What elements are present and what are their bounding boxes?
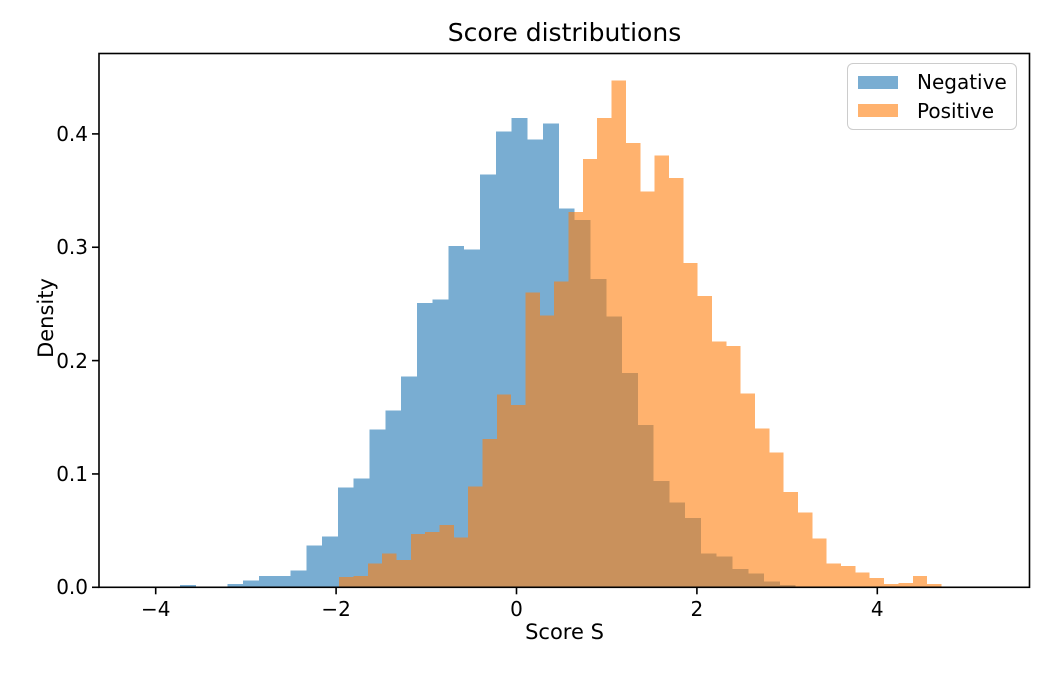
bar-positive-14 (539, 315, 555, 588)
bar-positive-23 (668, 178, 684, 588)
bar-positive-8 (453, 537, 469, 588)
legend: Negative Positive (847, 63, 1017, 130)
bar-positive-28 (740, 393, 755, 588)
bar-negative-15 (416, 302, 433, 588)
axes-spines (98, 52, 1031, 589)
bar-positive-10 (482, 438, 497, 588)
bar-positive-38 (884, 583, 899, 588)
bar-negative-3 (227, 583, 244, 588)
positive-series-swatch (858, 104, 898, 118)
bar-positive-34 (826, 563, 842, 588)
bar-negative-10 (337, 487, 354, 588)
bar-positive-0 (339, 577, 354, 588)
bar-positive-39 (898, 582, 913, 588)
bar-positive-22 (654, 155, 669, 588)
legend-label-positive: Positive (917, 98, 995, 123)
bar-positive-3 (382, 553, 397, 588)
x-tick-label-2: 0 (510, 597, 523, 622)
bar-positive-18 (597, 118, 612, 588)
bar-positive-2 (367, 563, 383, 588)
legend-label-negative: Negative (917, 70, 1007, 95)
bar-positive-35 (841, 565, 856, 588)
bar-positive-37 (869, 578, 885, 588)
bar-positive-29 (754, 428, 770, 588)
bar-negative-9 (322, 536, 338, 588)
bar-negative-7 (290, 570, 307, 588)
legend-item-negative: Negative (858, 70, 1007, 95)
bar-positive-21 (640, 191, 655, 588)
bar-positive-4 (396, 560, 411, 588)
bar-positive-20 (625, 142, 641, 588)
bar-negative-11 (353, 478, 370, 588)
bar-positive-33 (812, 538, 827, 588)
bar-positive-32 (798, 512, 813, 588)
bar-negative-17 (448, 246, 465, 588)
bar-negative-4 (243, 580, 259, 588)
bar-positive-17 (582, 158, 598, 588)
x-tick-label-3: 2 (690, 597, 704, 622)
bar-positive-7 (439, 524, 454, 588)
y-tick-label-1: 0.1 (56, 461, 88, 486)
negative-series-swatch (858, 75, 898, 89)
bar-positive-12 (511, 404, 526, 588)
bar-positive-16 (568, 212, 583, 588)
bar-negative-0 (180, 585, 196, 588)
bar-negative-12 (369, 429, 386, 588)
axes-frame (92, 52, 1031, 595)
bar-positive-26 (711, 341, 727, 588)
y-tick-label-3: 0.3 (56, 235, 88, 260)
bar-negative-13 (385, 410, 402, 588)
bar-negative-8 (306, 545, 323, 588)
bar-negative-5 (258, 575, 275, 588)
legend-item-positive: Positive (858, 99, 1006, 123)
bar-positive-31 (783, 492, 799, 588)
x-tick-label-4: 4 (870, 597, 884, 622)
x-axis-label: Score S (525, 620, 604, 644)
bar-positive-27 (726, 345, 741, 588)
bar-positive-40 (912, 575, 928, 588)
bar-positive-6 (425, 531, 440, 588)
y-tick-label-2: 0.2 (56, 348, 88, 373)
bar-positive-41 (927, 583, 942, 588)
bar-negative-16 (432, 299, 449, 588)
bar-positive-9 (468, 486, 483, 588)
histogram-positive (339, 80, 942, 588)
y-axis-label: Density (34, 278, 58, 358)
y-tick-label-0: 0.0 (56, 575, 88, 600)
bar-positive-19 (611, 80, 626, 588)
histogram-bars (180, 80, 942, 588)
chart-title: Score distributions (447, 18, 682, 47)
bar-positive-36 (855, 572, 870, 588)
bar-positive-1 (353, 575, 368, 588)
bar-positive-24 (683, 263, 698, 588)
x-tick-label-0: −4 (140, 597, 171, 622)
bar-positive-15 (554, 281, 569, 588)
bar-negative-6 (274, 575, 291, 588)
bar-positive-25 (697, 295, 712, 588)
bar-positive-11 (496, 394, 512, 588)
bar-positive-30 (769, 452, 784, 588)
bar-positive-5 (410, 534, 426, 588)
y-tick-label-4: 0.4 (56, 121, 88, 146)
x-tick-label-1: −2 (321, 597, 351, 622)
bar-positive-13 (525, 292, 540, 588)
